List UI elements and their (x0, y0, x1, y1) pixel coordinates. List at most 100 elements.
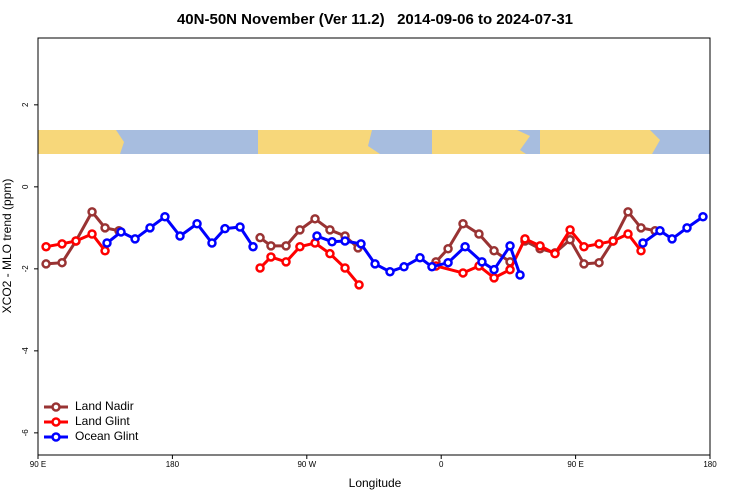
point (474, 229, 484, 239)
point (207, 238, 217, 248)
point (565, 234, 575, 245)
y-tick-label: 2 (21, 102, 30, 107)
point (515, 270, 525, 280)
point (415, 253, 425, 263)
point (312, 231, 322, 241)
point (145, 223, 155, 233)
point (87, 229, 97, 239)
point (520, 234, 530, 244)
point (655, 225, 665, 236)
map-band (38, 130, 710, 154)
point (354, 280, 364, 290)
point (565, 225, 575, 235)
y-tick-label: -6 (21, 429, 30, 437)
land (432, 130, 517, 154)
land (650, 130, 660, 154)
chart-title: 40N-50N November (Ver 11.2) 2014-09-06 t… (177, 11, 573, 28)
point (460, 241, 470, 252)
point (57, 239, 67, 249)
point (220, 223, 230, 234)
point (340, 236, 350, 246)
point (100, 246, 110, 256)
point (248, 241, 258, 252)
y-tick-label: -2 (21, 265, 30, 273)
point (71, 236, 81, 246)
point (281, 257, 291, 267)
x-tick-label: 0 (439, 460, 444, 469)
point (116, 227, 126, 237)
point (458, 218, 468, 229)
point (443, 244, 453, 254)
point (385, 266, 395, 277)
legend-label: Land Glint (75, 414, 130, 428)
point (458, 268, 468, 278)
land (540, 130, 650, 154)
point (638, 238, 648, 248)
point (535, 241, 545, 251)
point (579, 259, 589, 269)
point (310, 214, 320, 224)
x-tick-label: 180 (166, 460, 180, 469)
point (489, 246, 499, 256)
point (399, 262, 409, 272)
point (130, 234, 140, 244)
point (235, 222, 245, 232)
point (550, 248, 560, 259)
point (356, 239, 366, 249)
point (295, 241, 305, 252)
land (358, 130, 380, 154)
point (682, 223, 692, 233)
y-tick-label: 0 (21, 184, 30, 189)
x-tick-label: 90 E (567, 460, 583, 469)
point (608, 236, 618, 246)
point (41, 241, 51, 252)
legend-marker (51, 417, 61, 427)
point (102, 238, 112, 248)
point (175, 231, 185, 241)
point (594, 257, 604, 268)
point (636, 246, 646, 256)
point (370, 259, 380, 269)
point (505, 241, 515, 251)
x-tick-label: 90 W (297, 460, 316, 469)
point (636, 223, 646, 233)
x-tick-label: 90 E (30, 460, 46, 469)
point (667, 234, 677, 244)
point (255, 263, 265, 273)
point (266, 241, 276, 251)
point (41, 259, 51, 269)
point (255, 232, 265, 243)
land (517, 130, 530, 154)
point (505, 264, 515, 275)
point (443, 257, 453, 268)
land (38, 130, 124, 154)
point (87, 207, 97, 217)
point (100, 223, 110, 233)
point (477, 257, 487, 267)
legend-marker (51, 402, 61, 412)
series-line (45, 209, 656, 266)
legend-marker (51, 432, 61, 442)
point (160, 212, 170, 222)
x-tick-label: 180 (703, 460, 717, 469)
plot-frame (37, 37, 711, 456)
point (325, 248, 335, 259)
point (427, 262, 437, 272)
point (266, 252, 276, 262)
legend-label: Land Nadir (75, 399, 134, 413)
land (258, 130, 358, 154)
point (623, 207, 633, 217)
point (325, 225, 335, 235)
point (594, 239, 604, 249)
point (489, 264, 499, 275)
point (327, 237, 337, 247)
y-tick-label: -4 (21, 347, 30, 355)
point (295, 225, 305, 235)
point (698, 212, 708, 222)
point (489, 273, 499, 283)
x-axis-label: Longitude (349, 476, 402, 490)
legend-label: Ocean Glint (75, 429, 139, 443)
point (579, 241, 589, 252)
